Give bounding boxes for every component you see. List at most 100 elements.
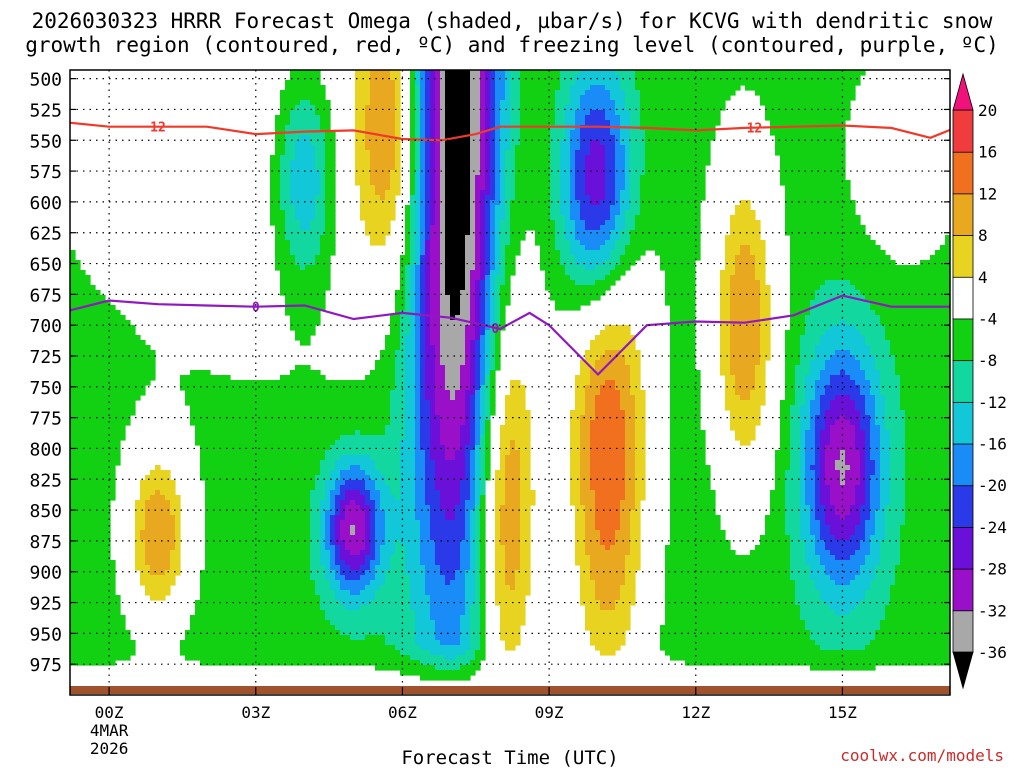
omega-cell bbox=[490, 205, 496, 211]
omega-cell bbox=[620, 585, 636, 591]
omega-cell bbox=[755, 385, 766, 391]
omega-cell bbox=[885, 525, 901, 531]
omega-cell bbox=[510, 120, 521, 126]
omega-cell bbox=[430, 265, 441, 271]
omega-cell bbox=[205, 555, 311, 561]
omega-cell bbox=[490, 150, 496, 156]
omega-cell bbox=[410, 290, 416, 296]
omega-cell bbox=[420, 430, 431, 436]
omega-cell bbox=[370, 530, 376, 536]
omega-cell bbox=[590, 450, 626, 456]
omega-cell bbox=[575, 390, 586, 396]
omega-cell bbox=[445, 190, 471, 196]
omega-cell bbox=[410, 315, 416, 321]
omega-cell bbox=[480, 340, 486, 346]
omega-cell bbox=[500, 285, 511, 291]
omega-cell bbox=[425, 380, 436, 386]
omega-cell bbox=[70, 550, 111, 556]
omega-cell bbox=[510, 140, 521, 146]
omega-cell bbox=[885, 510, 906, 516]
omega-cell bbox=[870, 480, 881, 486]
omega-cell bbox=[310, 135, 326, 141]
omega-cell bbox=[275, 120, 291, 126]
omega-cell bbox=[485, 355, 491, 361]
omega-cell bbox=[510, 210, 551, 216]
omega-cell bbox=[905, 470, 950, 476]
omega-cell bbox=[205, 500, 311, 506]
omega-cell bbox=[415, 75, 421, 81]
omega-cell bbox=[615, 535, 631, 541]
omega-cell bbox=[855, 435, 866, 441]
grid-lines bbox=[70, 70, 950, 695]
omega-cell bbox=[615, 195, 621, 201]
omega-cell bbox=[480, 195, 486, 201]
omega-cell bbox=[205, 495, 311, 501]
omega-cell bbox=[145, 540, 176, 546]
omega-cell bbox=[285, 125, 321, 131]
omega-cell bbox=[335, 500, 341, 506]
omega-cell bbox=[170, 510, 181, 516]
omega-cell bbox=[425, 565, 441, 571]
omega-cell bbox=[280, 375, 326, 381]
omega-cell bbox=[575, 255, 611, 261]
omega-cell bbox=[755, 270, 766, 276]
omega-cell bbox=[420, 425, 431, 431]
omega-cell bbox=[470, 465, 476, 471]
omega-cell bbox=[475, 450, 481, 456]
omega-cell bbox=[720, 295, 731, 301]
omega-cell bbox=[70, 310, 121, 316]
omega-cell bbox=[600, 605, 616, 611]
omega-cell bbox=[615, 135, 621, 141]
omega-cell bbox=[480, 235, 486, 241]
omega-cell bbox=[800, 430, 806, 436]
omega-cell bbox=[595, 595, 621, 601]
omega-cell bbox=[365, 105, 396, 111]
omega-cell bbox=[295, 330, 316, 336]
omega-cell bbox=[490, 115, 496, 121]
omega-cell bbox=[835, 350, 851, 356]
omega-cell bbox=[440, 95, 446, 101]
omega-cell bbox=[640, 125, 716, 131]
omega-cell bbox=[580, 480, 591, 486]
omega-cell bbox=[410, 145, 416, 151]
omega-cell bbox=[310, 560, 321, 566]
omega-cell bbox=[70, 570, 116, 576]
credit-link[interactable]: coolwx.com/models bbox=[840, 746, 1004, 765]
omega-cell bbox=[570, 195, 576, 201]
omega-cell bbox=[505, 95, 511, 101]
omega-cell bbox=[420, 315, 426, 321]
omega-cell bbox=[800, 610, 836, 616]
omega-cell bbox=[500, 110, 511, 116]
omega-cell bbox=[400, 670, 476, 676]
omega-cell bbox=[560, 210, 571, 216]
omega-cell bbox=[430, 195, 436, 201]
omega-cell bbox=[485, 155, 491, 161]
omega-cell bbox=[555, 235, 566, 241]
omega-cell bbox=[820, 495, 831, 501]
omega-cell bbox=[480, 460, 486, 466]
omega-cell bbox=[435, 80, 441, 86]
omega-cell bbox=[495, 120, 501, 126]
omega-cell bbox=[325, 200, 336, 206]
omega-cell bbox=[670, 515, 721, 521]
omega-cell bbox=[345, 560, 366, 566]
omega-cell bbox=[500, 300, 511, 306]
omega-cell bbox=[755, 90, 856, 96]
omega-cell bbox=[420, 380, 426, 386]
omega-cell bbox=[420, 180, 426, 186]
omega-cell bbox=[830, 325, 856, 331]
omega-cell bbox=[70, 250, 76, 256]
omega-cell bbox=[815, 445, 821, 451]
omega-cell bbox=[490, 315, 496, 321]
omega-cell bbox=[410, 265, 416, 271]
omega-cell bbox=[355, 145, 366, 151]
omega-cell bbox=[470, 560, 476, 566]
omega-cell bbox=[475, 440, 481, 446]
omega-cell bbox=[595, 520, 621, 526]
omega-cell bbox=[460, 630, 471, 636]
omega-cell bbox=[485, 225, 491, 231]
omega-cell bbox=[805, 555, 821, 561]
omega-cell bbox=[425, 270, 431, 276]
omega-cell bbox=[420, 195, 426, 201]
omega-cell bbox=[830, 355, 856, 361]
